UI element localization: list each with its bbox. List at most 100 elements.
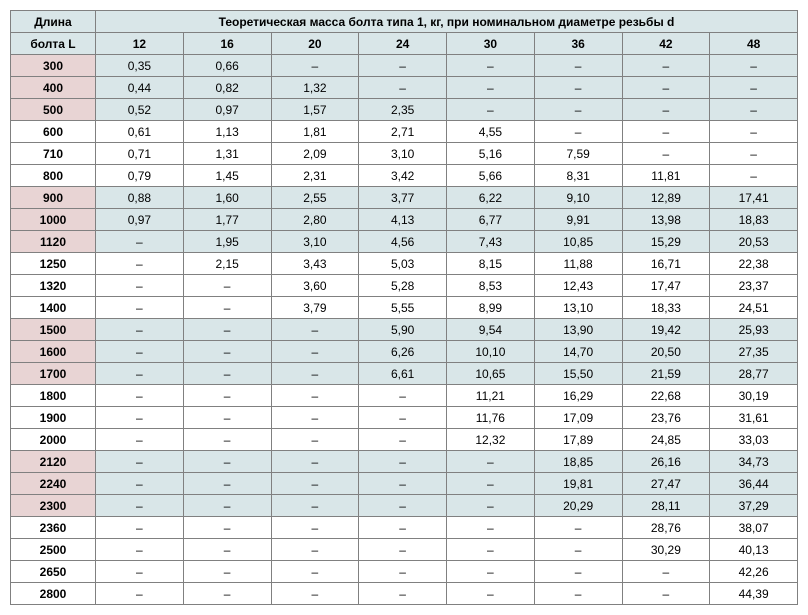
cell-value: – xyxy=(271,55,359,77)
cell-value: 3,10 xyxy=(271,231,359,253)
cell-value: – xyxy=(622,77,710,99)
col-d36: 36 xyxy=(534,33,622,55)
cell-value: 30,19 xyxy=(710,385,798,407)
cell-value: – xyxy=(534,55,622,77)
cell-value: 5,90 xyxy=(359,319,447,341)
cell-value: 2,35 xyxy=(359,99,447,121)
cell-value: – xyxy=(183,319,271,341)
cell-value: 13,98 xyxy=(622,209,710,231)
cell-value: 1,95 xyxy=(183,231,271,253)
row-length: 1000 xyxy=(11,209,96,231)
cell-value: 15,29 xyxy=(622,231,710,253)
cell-value: 11,88 xyxy=(534,253,622,275)
cell-value: – xyxy=(271,319,359,341)
cell-value: – xyxy=(183,517,271,539)
cell-value: – xyxy=(534,583,622,605)
cell-value: 1,32 xyxy=(271,77,359,99)
cell-value: – xyxy=(359,385,447,407)
cell-value: – xyxy=(183,561,271,583)
cell-value: – xyxy=(96,253,184,275)
cell-value: 21,59 xyxy=(622,363,710,385)
cell-value: – xyxy=(271,363,359,385)
cell-value: – xyxy=(96,385,184,407)
table-row: 2360––––––28,7638,07 xyxy=(11,517,798,539)
cell-value: – xyxy=(710,165,798,187)
cell-value: – xyxy=(183,297,271,319)
cell-value: – xyxy=(622,583,710,605)
cell-value: – xyxy=(271,385,359,407)
cell-value: – xyxy=(271,407,359,429)
table-row: 10000,971,772,804,136,779,9113,9818,83 xyxy=(11,209,798,231)
row-length: 300 xyxy=(11,55,96,77)
table-row: 2000––––12,3217,8924,8533,03 xyxy=(11,429,798,451)
cell-value: – xyxy=(710,77,798,99)
cell-value: – xyxy=(447,495,535,517)
row-length: 1400 xyxy=(11,297,96,319)
row-length: 710 xyxy=(11,143,96,165)
col-d24: 24 xyxy=(359,33,447,55)
cell-value: 5,66 xyxy=(447,165,535,187)
cell-value: – xyxy=(183,385,271,407)
cell-value: 9,91 xyxy=(534,209,622,231)
cell-value: 11,81 xyxy=(622,165,710,187)
cell-value: 6,22 xyxy=(447,187,535,209)
cell-value: – xyxy=(183,583,271,605)
cell-value: 3,77 xyxy=(359,187,447,209)
cell-value: 6,26 xyxy=(359,341,447,363)
cell-value: 18,83 xyxy=(710,209,798,231)
cell-value: 12,32 xyxy=(447,429,535,451)
cell-value: 20,50 xyxy=(622,341,710,363)
cell-value: 20,53 xyxy=(710,231,798,253)
cell-value: 33,03 xyxy=(710,429,798,451)
cell-value: – xyxy=(183,363,271,385)
cell-value: 24,51 xyxy=(710,297,798,319)
cell-value: – xyxy=(183,539,271,561)
cell-value: – xyxy=(359,561,447,583)
row-length: 1120 xyxy=(11,231,96,253)
table-row: 1900––––11,7617,0923,7631,61 xyxy=(11,407,798,429)
cell-value: – xyxy=(96,451,184,473)
cell-value: – xyxy=(534,561,622,583)
cell-value: 5,16 xyxy=(447,143,535,165)
cell-value: 5,28 xyxy=(359,275,447,297)
row-length: 2000 xyxy=(11,429,96,451)
cell-value: 4,13 xyxy=(359,209,447,231)
cell-value: 4,56 xyxy=(359,231,447,253)
cell-value: – xyxy=(534,121,622,143)
cell-value: – xyxy=(96,407,184,429)
table-row: 2650–––––––42,26 xyxy=(11,561,798,583)
header-length-top: Длина xyxy=(11,11,96,33)
row-length: 2500 xyxy=(11,539,96,561)
cell-value: – xyxy=(534,77,622,99)
cell-value: 16,71 xyxy=(622,253,710,275)
col-d12: 12 xyxy=(96,33,184,55)
cell-value: – xyxy=(96,429,184,451)
cell-value: – xyxy=(359,407,447,429)
row-length: 2800 xyxy=(11,583,96,605)
cell-value: 8,15 xyxy=(447,253,535,275)
cell-value: – xyxy=(710,143,798,165)
row-length: 1600 xyxy=(11,341,96,363)
cell-value: 44,39 xyxy=(710,583,798,605)
cell-value: 20,29 xyxy=(534,495,622,517)
cell-value: 0,82 xyxy=(183,77,271,99)
row-length: 1800 xyxy=(11,385,96,407)
cell-value: 2,55 xyxy=(271,187,359,209)
cell-value: 25,93 xyxy=(710,319,798,341)
cell-value: 4,55 xyxy=(447,121,535,143)
cell-value: 1,13 xyxy=(183,121,271,143)
cell-value: – xyxy=(622,121,710,143)
cell-value: 8,53 xyxy=(447,275,535,297)
cell-value: – xyxy=(359,517,447,539)
cell-value: 1,31 xyxy=(183,143,271,165)
cell-value: 0,52 xyxy=(96,99,184,121)
table-row: 6000,611,131,812,714,55––– xyxy=(11,121,798,143)
cell-value: – xyxy=(447,77,535,99)
cell-value: 1,57 xyxy=(271,99,359,121)
cell-value: – xyxy=(534,539,622,561)
cell-value: 1,45 xyxy=(183,165,271,187)
cell-value: 0,88 xyxy=(96,187,184,209)
cell-value: 13,90 xyxy=(534,319,622,341)
cell-value: 9,54 xyxy=(447,319,535,341)
cell-value: – xyxy=(183,495,271,517)
